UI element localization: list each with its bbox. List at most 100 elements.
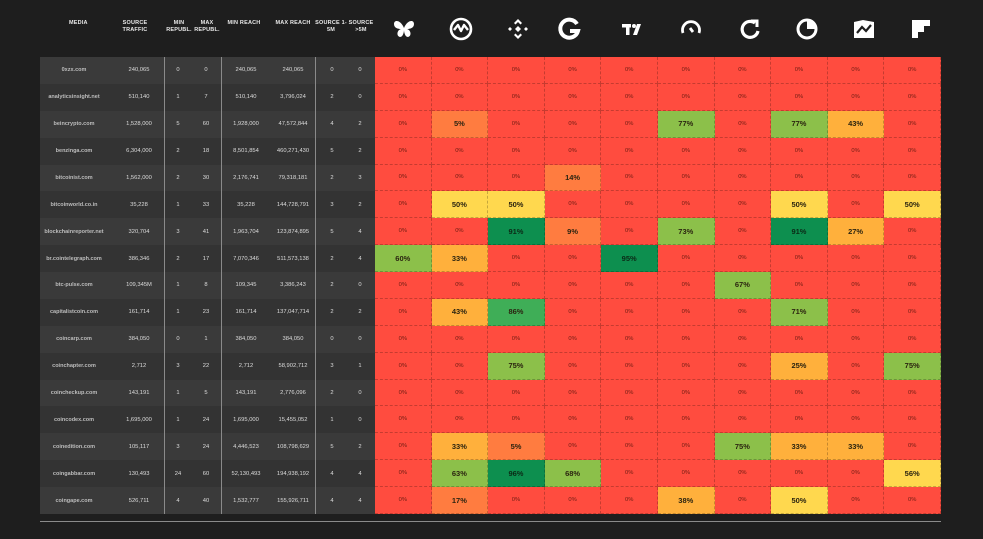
table-row: coinchapter.com 2,712 3 22 2,712 58,902,712 3 1…: [40, 352, 941, 380]
butterfly-icon: [391, 16, 417, 42]
media-name: blockchainreporter.net: [44, 228, 104, 235]
header-max-reach: MAX REACH: [275, 20, 311, 26]
heat-cell: 0%: [488, 164, 545, 192]
heat-cell: 5%: [488, 433, 545, 461]
heat-cell: 0%: [375, 298, 432, 326]
stat-max-reach: 137,047,714: [276, 309, 310, 316]
row-background: [40, 406, 375, 434]
heat-cell: 0%: [431, 406, 489, 434]
stat-traffic: 130,493: [128, 470, 150, 477]
stat-min-rep: 2: [176, 148, 180, 155]
table-row: beincrypto.com 1,528,000 5 60 1,928,000 47,57…: [40, 110, 941, 138]
heat-cell: 96%: [488, 460, 545, 488]
heat-cell: 0%: [884, 164, 941, 192]
stat-max-reach: 108,798,629: [276, 443, 310, 450]
heat-cell: 75%: [714, 433, 772, 461]
stat-min-reach: 161,714: [235, 309, 257, 316]
stat-max-reach: 240,065: [282, 67, 304, 74]
stat-traffic: 386,346: [128, 255, 150, 262]
arc-icon: [678, 16, 704, 42]
heat-cell: 0%: [601, 110, 658, 138]
heat-cell: 0%: [884, 406, 941, 434]
row-background: [40, 218, 375, 246]
heat-cell: 0%: [488, 406, 545, 434]
stat-max-reach: 3,386,243: [280, 282, 306, 289]
heat-cell: 0%: [601, 57, 658, 84]
heat-cell: 0%: [431, 57, 489, 84]
heat-cell: 0%: [714, 352, 772, 380]
heat-cell: 0%: [827, 487, 885, 514]
row-background: [40, 298, 375, 326]
heat-cell: 0%: [544, 110, 602, 138]
stat-min-rep: 3: [176, 228, 180, 235]
stat-s5: 0: [358, 336, 362, 343]
stat-traffic: 320,704: [128, 228, 150, 235]
heat-cell: 0%: [827, 298, 885, 326]
heat-cell: 0%: [375, 137, 432, 165]
stat-min-rep: 3: [176, 443, 180, 450]
stat-traffic: 240,065: [128, 67, 150, 74]
heat-cell: 0%: [884, 245, 941, 273]
stat-s5: 3: [358, 174, 362, 181]
stat-min-rep: 1: [176, 416, 180, 423]
stat-max-rep: 7: [204, 94, 208, 101]
heat-cell: 0%: [884, 433, 941, 461]
stat-min-reach: 2,712: [238, 363, 254, 370]
tradingview-icon: [620, 16, 646, 42]
heat-cell: 0%: [375, 110, 432, 138]
heat-cell: 0%: [544, 245, 602, 273]
table-row: capitalistcoin.com 161,714 1 23 161,714 137,0…: [40, 298, 941, 326]
heat-cell: 0%: [658, 298, 715, 326]
heat-cell: 91%: [488, 218, 545, 246]
heat-cell: 0%: [544, 433, 602, 461]
heat-cell: 0%: [884, 298, 941, 326]
heat-cell: 0%: [488, 57, 545, 84]
row-background: [40, 110, 375, 138]
table-row: coingabbar.com 130,493 24 60 52,130,493 194,9…: [40, 460, 941, 488]
stat-s15: 5: [330, 443, 334, 450]
stat-s15: 2: [330, 255, 334, 262]
heat-cell: 38%: [658, 487, 715, 514]
heat-cell: 0%: [375, 325, 432, 353]
media-name: bitcoinist.com: [55, 174, 93, 181]
heat-cell: 0%: [601, 460, 658, 488]
stat-s15: 0: [330, 67, 334, 74]
stat-s15: 2: [330, 94, 334, 101]
stat-s5: 0: [358, 416, 362, 423]
heat-cell: 63%: [431, 460, 489, 488]
heat-cell: 0%: [771, 460, 828, 488]
heat-cell: 0%: [884, 110, 941, 138]
stat-max-rep: 18: [202, 148, 210, 155]
table-row: bitcoinist.com 1,562,000 2 30 2,176,741 79,31…: [40, 164, 941, 192]
stat-min-reach: 52,130,493: [231, 470, 261, 477]
stat-s5: 2: [358, 121, 362, 128]
heat-cell: 0%: [771, 272, 828, 299]
stat-max-rep: 30: [202, 174, 210, 181]
heat-cell: 0%: [827, 83, 885, 111]
heat-cell: 0%: [884, 325, 941, 353]
heat-cell: 73%: [658, 218, 715, 246]
row-background: [40, 352, 375, 380]
stat-traffic: 161,714: [128, 309, 150, 316]
table-row: coinedition.com 105,117 3 24 4,446,523 108,79…: [40, 433, 941, 461]
heat-cell: 0%: [375, 460, 432, 488]
heat-cell: 0%: [771, 83, 828, 111]
stat-s5: 2: [358, 148, 362, 155]
stat-s5: 4: [358, 228, 362, 235]
stat-s15: 3: [330, 363, 334, 370]
stat-min-rep: 4: [176, 497, 180, 504]
stat-max-reach: 123,874,895: [276, 228, 310, 235]
table-row: blockchainreporter.net 320,704 3 41 1,963,70…: [40, 218, 941, 246]
heat-cell: 0%: [714, 487, 772, 514]
stat-traffic: 143,191: [128, 390, 150, 397]
heat-cell: 75%: [488, 352, 545, 380]
row-background: [40, 433, 375, 461]
heat-cell: 0%: [375, 191, 432, 219]
table-row: btc-pulse.com 109,345M 1 8 109,345 3,386,243 2…: [40, 272, 941, 299]
heat-cell: 0%: [658, 137, 715, 165]
stat-s15: 2: [330, 309, 334, 316]
heat-cell: 0%: [658, 272, 715, 299]
heat-cell: 25%: [771, 352, 828, 380]
column-divider: [164, 57, 165, 514]
heat-cell: 0%: [488, 137, 545, 165]
